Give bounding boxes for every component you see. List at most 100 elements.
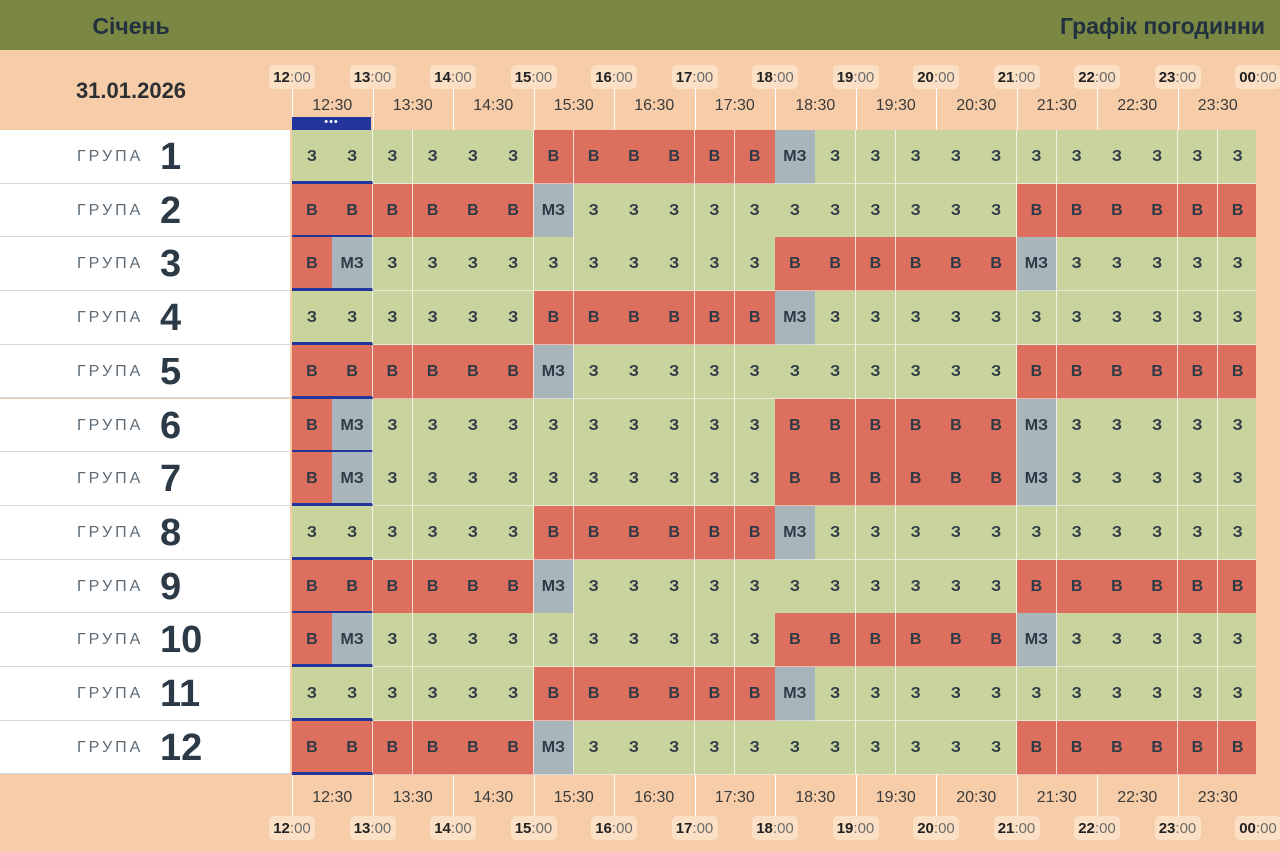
schedule-cell[interactable]: В xyxy=(332,720,373,775)
schedule-cell[interactable]: З xyxy=(895,344,937,399)
schedule-cell[interactable]: В xyxy=(1097,344,1138,399)
schedule-cell[interactable]: З xyxy=(412,613,454,668)
schedule-cell[interactable]: З xyxy=(734,452,776,507)
schedule-cell[interactable]: З xyxy=(1097,452,1138,507)
schedule-cell[interactable]: З xyxy=(372,613,414,668)
schedule-cell[interactable]: З xyxy=(493,613,534,668)
schedule-cell[interactable]: В xyxy=(976,398,1017,453)
schedule-cell[interactable]: В xyxy=(1177,344,1219,399)
schedule-cell[interactable]: З xyxy=(654,344,695,399)
schedule-cell[interactable]: З xyxy=(412,398,454,453)
schedule-cell[interactable]: В xyxy=(292,720,333,775)
schedule-cell[interactable]: З xyxy=(1097,505,1138,560)
schedule-cell[interactable]: З xyxy=(1056,613,1098,668)
schedule-cell[interactable]: З xyxy=(694,183,736,238)
schedule-cell[interactable]: В xyxy=(292,398,333,453)
schedule-cell[interactable]: З xyxy=(654,183,695,238)
schedule-cell[interactable]: В xyxy=(533,130,575,184)
schedule-cell[interactable]: В xyxy=(573,505,615,560)
schedule-cell[interactable]: МЗ xyxy=(1016,452,1058,507)
schedule-cell[interactable]: З xyxy=(453,667,494,721)
schedule-cell[interactable]: В xyxy=(815,237,856,292)
schedule-cell[interactable]: З xyxy=(372,237,414,292)
schedule-cell[interactable]: З xyxy=(1137,130,1178,184)
schedule-cell[interactable]: З xyxy=(1217,291,1259,346)
schedule-cell[interactable]: З xyxy=(734,183,776,238)
schedule-cell[interactable]: В xyxy=(1137,183,1178,238)
schedule-cell[interactable]: З xyxy=(614,398,655,453)
schedule-cell[interactable]: В xyxy=(1016,559,1058,614)
schedule-cell[interactable]: З xyxy=(815,291,856,346)
schedule-cell[interactable]: З xyxy=(855,667,897,721)
schedule-cell[interactable]: МЗ xyxy=(533,559,575,614)
schedule-cell[interactable]: МЗ xyxy=(332,237,373,292)
schedule-cell[interactable]: В xyxy=(775,398,816,453)
schedule-cell[interactable]: З xyxy=(1097,237,1138,292)
schedule-cell[interactable]: В xyxy=(895,398,937,453)
schedule-cell[interactable]: З xyxy=(453,398,494,453)
schedule-cell[interactable]: В xyxy=(332,344,373,399)
schedule-cell[interactable]: З xyxy=(1137,291,1178,346)
schedule-cell[interactable]: В xyxy=(614,291,655,346)
schedule-cell[interactable]: З xyxy=(895,130,937,184)
schedule-cell[interactable]: З xyxy=(775,559,816,614)
schedule-cell[interactable]: З xyxy=(533,452,575,507)
schedule-cell[interactable]: В xyxy=(1097,720,1138,775)
schedule-cell[interactable]: В xyxy=(815,398,856,453)
schedule-cell[interactable]: З xyxy=(976,183,1017,238)
schedule-cell[interactable]: З xyxy=(1137,237,1178,292)
schedule-cell[interactable]: З xyxy=(734,720,776,775)
schedule-cell[interactable]: З xyxy=(1217,667,1259,721)
schedule-cell[interactable]: В xyxy=(654,291,695,346)
schedule-cell[interactable]: МЗ xyxy=(1016,398,1058,453)
schedule-cell[interactable]: З xyxy=(1056,667,1098,721)
schedule-cell[interactable]: З xyxy=(1016,130,1058,184)
schedule-cell[interactable]: З xyxy=(412,505,454,560)
schedule-cell[interactable]: В xyxy=(936,398,977,453)
schedule-cell[interactable]: МЗ xyxy=(775,505,816,560)
schedule-cell[interactable]: З xyxy=(976,667,1017,721)
schedule-cell[interactable]: В xyxy=(1217,183,1259,238)
schedule-cell[interactable]: З xyxy=(1097,667,1138,721)
schedule-cell[interactable]: З xyxy=(1016,291,1058,346)
schedule-cell[interactable]: З xyxy=(976,130,1017,184)
schedule-cell[interactable]: З xyxy=(815,183,856,238)
schedule-cell[interactable]: З xyxy=(976,559,1017,614)
schedule-cell[interactable]: В xyxy=(493,720,534,775)
schedule-cell[interactable]: З xyxy=(533,613,575,668)
schedule-cell[interactable]: В xyxy=(493,344,534,399)
schedule-cell[interactable]: З xyxy=(372,398,414,453)
schedule-cell[interactable]: З xyxy=(815,344,856,399)
schedule-cell[interactable]: З xyxy=(775,183,816,238)
schedule-cell[interactable]: З xyxy=(855,130,897,184)
schedule-cell[interactable]: З xyxy=(936,130,977,184)
schedule-cell[interactable]: МЗ xyxy=(533,183,575,238)
schedule-cell[interactable]: В xyxy=(855,237,897,292)
schedule-cell[interactable]: З xyxy=(453,613,494,668)
schedule-cell[interactable]: В xyxy=(734,667,776,721)
schedule-cell[interactable]: З xyxy=(815,559,856,614)
schedule-cell[interactable]: В xyxy=(372,559,414,614)
schedule-cell[interactable]: З xyxy=(654,613,695,668)
schedule-cell[interactable]: З xyxy=(1137,398,1178,453)
schedule-cell[interactable]: З xyxy=(573,559,615,614)
schedule-cell[interactable]: З xyxy=(1056,452,1098,507)
schedule-cell[interactable]: З xyxy=(1177,613,1219,668)
schedule-cell[interactable]: З xyxy=(654,398,695,453)
schedule-cell[interactable]: В xyxy=(412,344,454,399)
schedule-cell[interactable]: В xyxy=(1177,720,1219,775)
schedule-cell[interactable]: З xyxy=(1137,505,1178,560)
schedule-cell[interactable]: З xyxy=(1177,130,1219,184)
schedule-cell[interactable]: В xyxy=(1217,344,1259,399)
schedule-cell[interactable]: В xyxy=(614,505,655,560)
schedule-cell[interactable]: З xyxy=(855,559,897,614)
schedule-cell[interactable]: В xyxy=(1177,183,1219,238)
schedule-cell[interactable]: З xyxy=(895,505,937,560)
schedule-cell[interactable]: В xyxy=(573,130,615,184)
schedule-cell[interactable]: З xyxy=(332,291,373,346)
schedule-cell[interactable]: З xyxy=(694,452,736,507)
schedule-cell[interactable]: З xyxy=(1016,667,1058,721)
schedule-cell[interactable]: З xyxy=(976,291,1017,346)
schedule-cell[interactable]: З xyxy=(895,720,937,775)
schedule-cell[interactable]: З xyxy=(372,291,414,346)
